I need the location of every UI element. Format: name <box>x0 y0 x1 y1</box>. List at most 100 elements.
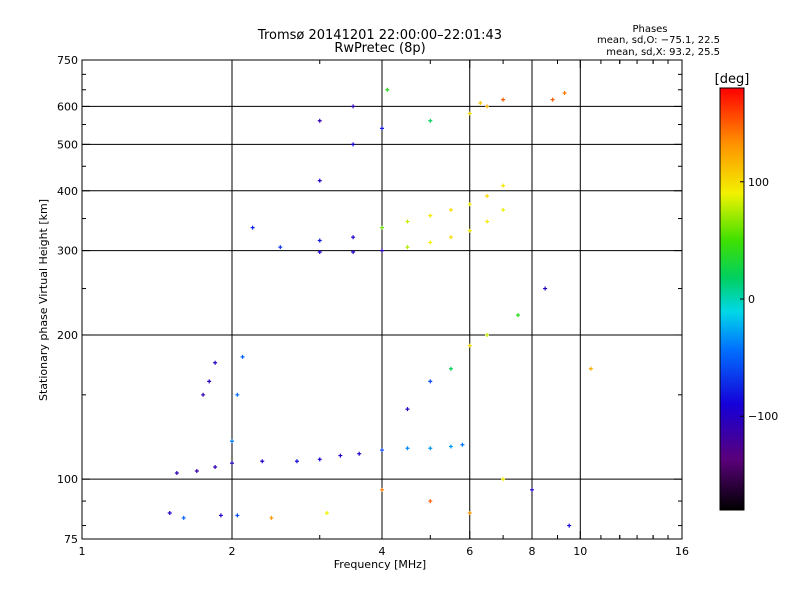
data-point <box>207 379 212 384</box>
data-point <box>428 240 433 245</box>
data-point <box>380 225 384 230</box>
data-point <box>317 250 322 255</box>
data-point <box>174 471 179 476</box>
data-point <box>380 248 384 253</box>
y-tick-label: 200 <box>57 329 78 342</box>
data-point <box>250 225 255 230</box>
data-point <box>380 487 384 492</box>
x-tick-label: 2 <box>229 545 236 558</box>
data-point <box>460 442 465 447</box>
data-point <box>485 104 490 109</box>
data-point <box>448 207 453 212</box>
data-point <box>380 126 384 131</box>
y-axis-ticks: 75 100 200 300 400 500 600 750 <box>57 54 682 546</box>
data-point <box>467 343 472 348</box>
chart-subtitle: RwPretec (8p) <box>334 41 425 56</box>
x-axis-label: Frequency [MHz] <box>334 558 426 571</box>
legend-title: Phases <box>632 24 667 35</box>
data-point <box>501 477 506 482</box>
x-tick-label: 8 <box>529 545 536 558</box>
data-point <box>351 104 356 109</box>
data-point <box>317 118 322 123</box>
data-point <box>448 366 453 371</box>
x-axis-ticks: 1 2 4 6 8 10 16 <box>79 60 689 558</box>
data-point <box>351 142 356 147</box>
colorbar-label: [deg] <box>715 72 750 87</box>
data-point <box>530 487 534 492</box>
data-point <box>516 313 521 318</box>
legend-line-x: mean, sd,X: 93.2, 25.5 <box>606 47 720 58</box>
data-point <box>230 439 234 444</box>
data-point <box>213 360 218 365</box>
x-tick-label: 16 <box>675 545 689 558</box>
data-point <box>317 238 322 243</box>
data-point <box>269 515 274 520</box>
legend-line-o: mean, sd,O: −75.1, 22.5 <box>597 35 720 46</box>
data-point <box>501 207 506 212</box>
data-point <box>428 499 433 504</box>
data-point <box>324 510 329 515</box>
colorbar-ticks: 100 0 −100 <box>740 176 778 423</box>
data-point <box>543 286 548 291</box>
data-point <box>428 118 433 123</box>
y-tick-label: 750 <box>57 54 78 67</box>
data-point <box>385 87 390 92</box>
data-point <box>405 219 410 224</box>
data-point <box>317 457 322 462</box>
data-point <box>485 332 490 337</box>
data-point <box>201 392 206 397</box>
data-point <box>467 228 472 233</box>
data-point <box>501 97 506 102</box>
data-point <box>485 194 490 199</box>
colorbar-tick-label: 0 <box>748 293 755 306</box>
data-point <box>181 515 186 520</box>
data-point <box>260 459 265 464</box>
data-point <box>478 100 483 105</box>
data-point <box>230 461 234 466</box>
grid-lines <box>82 60 682 539</box>
data-point <box>467 202 472 207</box>
data-point <box>467 111 472 116</box>
x-tick-label: 10 <box>573 545 587 558</box>
y-tick-label: 75 <box>64 533 78 546</box>
colorbar-tick-label: −100 <box>748 410 778 423</box>
data-point <box>588 366 593 371</box>
data-point <box>235 392 240 397</box>
data-point <box>235 513 240 518</box>
data-point <box>405 407 410 412</box>
data-point <box>485 219 490 224</box>
data-point <box>428 379 433 384</box>
data-point <box>467 510 472 515</box>
y-tick-label: 400 <box>57 185 78 198</box>
x-tick-label: 1 <box>79 545 86 558</box>
data-point <box>428 213 433 218</box>
x-tick-label: 4 <box>379 545 386 558</box>
data-point <box>380 448 384 453</box>
data-point <box>240 354 245 359</box>
data-point <box>294 459 299 464</box>
data-point <box>317 178 322 183</box>
data-point <box>562 90 567 95</box>
y-tick-label: 500 <box>57 138 78 151</box>
data-point <box>351 235 356 240</box>
data-point <box>501 183 506 188</box>
data-point <box>567 523 572 528</box>
x-tick-label: 6 <box>466 545 473 558</box>
data-point <box>428 446 433 451</box>
data-point <box>357 451 362 456</box>
data-point <box>448 444 453 449</box>
data-point <box>167 510 172 515</box>
data-point <box>550 97 555 102</box>
data-point <box>405 245 410 250</box>
data-point <box>194 468 199 473</box>
data-point <box>278 245 283 250</box>
data-point <box>213 465 218 470</box>
data-point <box>338 453 343 458</box>
data-point <box>405 446 410 451</box>
y-tick-label: 600 <box>57 100 78 113</box>
data-points <box>167 87 593 528</box>
data-point <box>448 235 453 240</box>
data-point <box>351 250 356 255</box>
chart-title: Tromsø 20141201 22:00:00–22:01:43 <box>257 28 502 43</box>
